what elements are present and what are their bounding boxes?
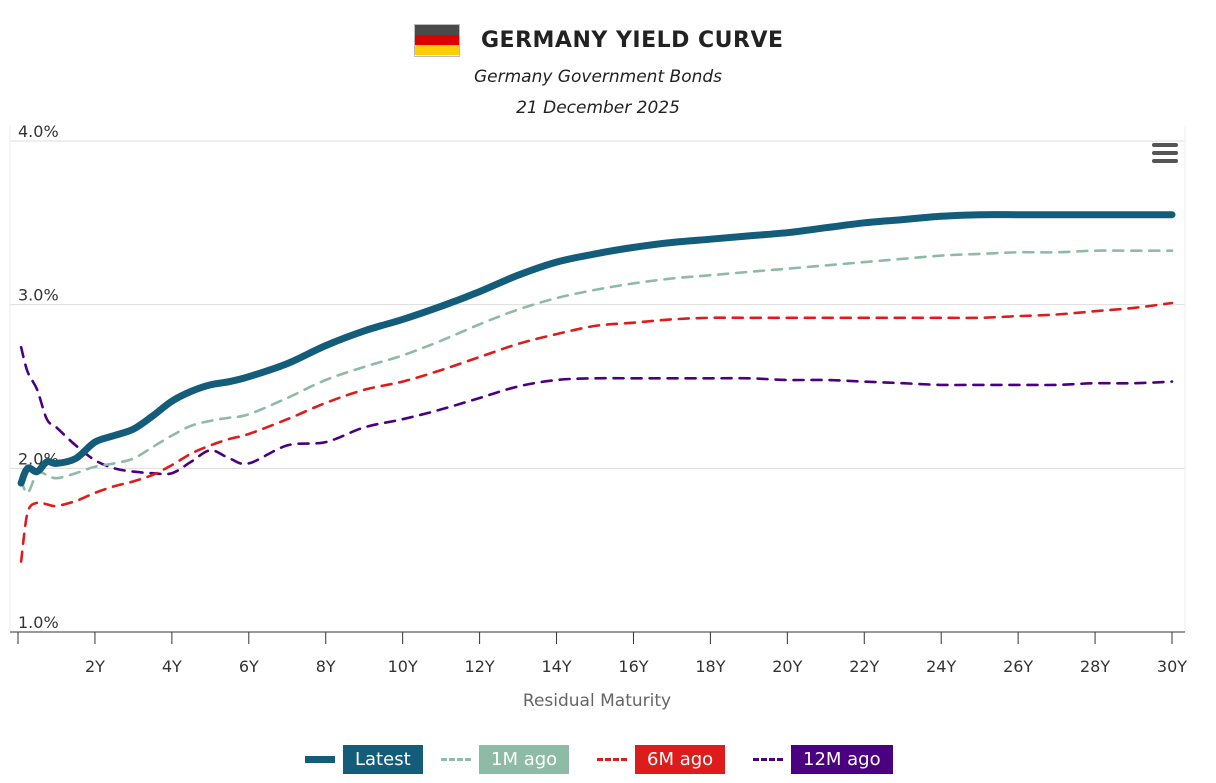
x-tick-label: 4Y xyxy=(162,657,182,676)
menu-bar xyxy=(1152,151,1178,155)
x-tick-label: 18Y xyxy=(695,657,725,676)
x-tick-label: 30Y xyxy=(1157,657,1187,676)
series-line-6m-ago xyxy=(19,301,1174,563)
y-tick-label: 4.0% xyxy=(18,122,59,141)
legend-line-swatch xyxy=(305,755,335,763)
legend-item[interactable]: 12M ago xyxy=(753,744,893,774)
flag-stripe-middle xyxy=(415,34,459,46)
x-tick-label: 20Y xyxy=(772,657,802,676)
legend-label: 6M ago xyxy=(635,744,726,774)
legend-label: 1M ago xyxy=(479,744,570,774)
x-tick-label: 10Y xyxy=(388,657,418,676)
legend-item[interactable]: Latest xyxy=(305,744,423,774)
x-tick-label: 2Y xyxy=(85,657,105,676)
chart-title: GERMANY YIELD CURVE xyxy=(481,27,784,53)
legend-label: Latest xyxy=(343,744,423,774)
menu-bar xyxy=(1152,143,1178,147)
flag-stripe-top xyxy=(415,24,459,35)
legend-line-swatch xyxy=(753,757,783,761)
chart-subtitle: Germany Government Bonds xyxy=(473,67,723,87)
y-tick-label: 1.0% xyxy=(18,613,59,632)
series-line-1m-ago xyxy=(19,249,1174,495)
x-tick-label: 16Y xyxy=(618,657,648,676)
x-tick-label: 26Y xyxy=(1003,657,1033,676)
x-tick-label: 24Y xyxy=(926,657,956,676)
chart-legend: Latest 1M ago 6M ago 12M ago xyxy=(0,744,1216,774)
x-tick-label: 6Y xyxy=(239,657,259,676)
legend-line-swatch xyxy=(597,757,627,761)
hamburger-menu-icon[interactable] xyxy=(1150,143,1180,169)
legend-line-swatch xyxy=(441,757,471,761)
x-tick-label: 22Y xyxy=(849,657,879,676)
series-line-12m-ago xyxy=(19,345,1174,476)
chart-date: 21 December 2025 xyxy=(516,98,680,118)
title-row: GERMANY YIELD CURVE xyxy=(414,22,784,58)
legend-item[interactable]: 1M ago xyxy=(441,744,570,774)
x-tick-label: 8Y xyxy=(316,657,336,676)
legend-item[interactable]: 6M ago xyxy=(597,744,726,774)
x-axis-title: Residual Maturity xyxy=(523,691,671,711)
series-line-latest xyxy=(17,211,1176,487)
x-tick-label: 14Y xyxy=(541,657,571,676)
germany-flag-icon xyxy=(414,23,460,57)
y-tick-label: 3.0% xyxy=(18,286,59,305)
x-tick-label: 12Y xyxy=(465,657,495,676)
x-tick-label: 28Y xyxy=(1080,657,1110,676)
menu-bar xyxy=(1152,159,1178,163)
legend-label: 12M ago xyxy=(791,744,893,774)
flag-stripe-bottom xyxy=(415,45,459,56)
